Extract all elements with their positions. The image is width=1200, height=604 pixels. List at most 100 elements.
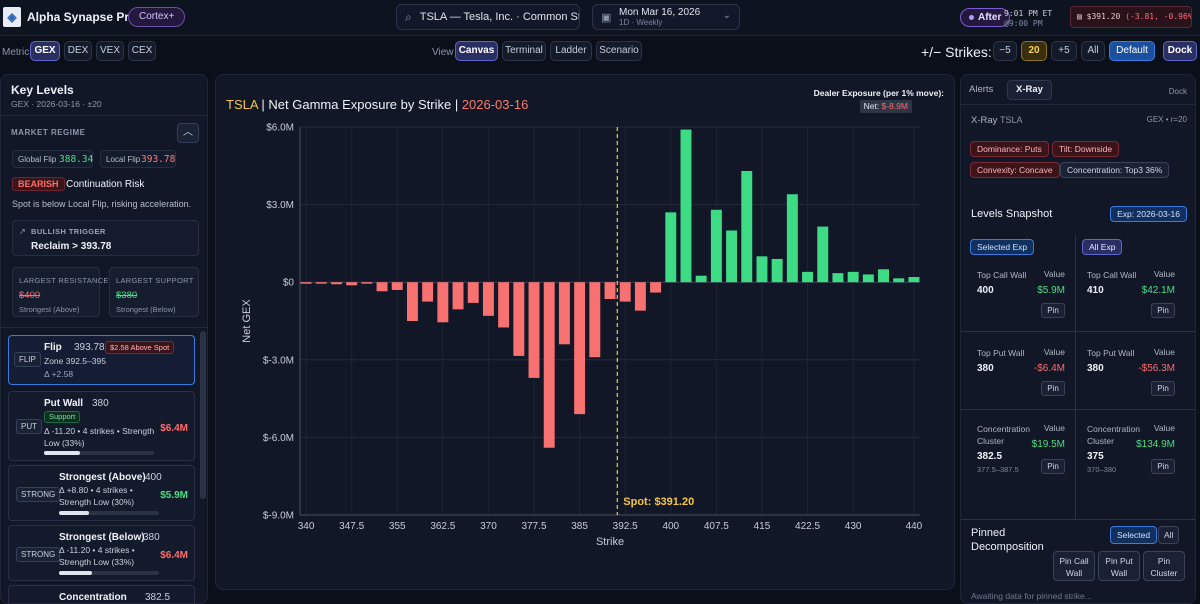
snapshot-title: Levels Snapshot bbox=[971, 208, 1053, 220]
level-value: 380 bbox=[92, 398, 109, 409]
xray-ticker: TSLA bbox=[1000, 115, 1023, 125]
date-value: Mon Mar 16, 2026 bbox=[619, 7, 701, 18]
spot-label: Spot: $391.20 bbox=[623, 496, 694, 508]
pinned-selected-button[interactable]: Selected bbox=[1110, 526, 1158, 544]
cell-level: 380 bbox=[977, 363, 994, 374]
strike-count[interactable]: 20 bbox=[1021, 41, 1047, 61]
pin-call-wall-button[interactable]: Pin Call Wall bbox=[1053, 551, 1095, 581]
scrollbar[interactable] bbox=[200, 331, 206, 499]
view-ladder[interactable]: Ladder bbox=[550, 41, 592, 61]
level-card-strongest-above[interactable]: STRONG Strongest (Above) 400 Δ +8.80 • 4… bbox=[8, 465, 195, 521]
app-logo-icon[interactable]: ◈ bbox=[3, 7, 21, 27]
pin-button[interactable]: Pin bbox=[1151, 381, 1175, 396]
level-card-concentration[interactable]: Concentration 382.5 bbox=[8, 585, 195, 603]
gex-bar bbox=[650, 282, 662, 293]
level-title: Flip bbox=[44, 342, 62, 353]
gex-bar bbox=[710, 209, 722, 283]
tab-alerts[interactable]: Alerts bbox=[969, 84, 994, 95]
metric-dex[interactable]: DEX bbox=[64, 41, 92, 61]
pin-button[interactable]: Pin bbox=[1041, 303, 1065, 318]
x-tick-label: 362.5 bbox=[430, 521, 455, 532]
chart-title: TSLA | Net Gamma Exposure by Strike | 20… bbox=[226, 97, 528, 112]
pinned-all-button[interactable]: All bbox=[1158, 526, 1180, 544]
key-levels-panel: Key Levels GEX · 2026-03-16 · ±20 MARKET… bbox=[0, 74, 208, 604]
pin-cluster-button[interactable]: Pin Cluster bbox=[1143, 551, 1185, 581]
level-card-flip[interactable]: FLIP Flip 393.78 $2.58 Above Spot Zone 3… bbox=[8, 335, 195, 385]
strength-bar-fill bbox=[59, 511, 89, 515]
gex-bar bbox=[802, 271, 814, 283]
trigger-icon: ↗ bbox=[19, 227, 26, 236]
y-tick-label: $-3.0M bbox=[263, 355, 294, 366]
largest-resistance-card: LARGEST RESISTANCE $400 Strongest (Above… bbox=[12, 267, 108, 317]
gex-bar bbox=[467, 282, 479, 303]
pin-button[interactable]: Pin bbox=[1151, 303, 1175, 318]
gex-bar bbox=[574, 282, 586, 415]
pin-button[interactable]: Pin bbox=[1041, 459, 1065, 474]
chart-grid bbox=[300, 126, 920, 516]
y-axis-label: Net GEX bbox=[241, 299, 253, 343]
gex-bar bbox=[726, 230, 738, 283]
date-selector[interactable]: ▣ Mon Mar 16, 2026 1D · Weekly ⌄ bbox=[592, 4, 740, 30]
gex-bar-chart[interactable]: $6.0M $3.0M $0 $-3.0M $-6.0M $-9.0M 340 347.5 35… bbox=[216, 75, 956, 591]
metric-vex[interactable]: VEX bbox=[96, 41, 124, 61]
metric-cex[interactable]: CEX bbox=[128, 41, 156, 61]
level-gex-value: $6.4M bbox=[160, 550, 188, 561]
pin-button[interactable]: Pin bbox=[1151, 459, 1175, 474]
price-ticker[interactable]: ▤ $391.20 (-3.81, -0.96%) bbox=[1070, 6, 1192, 28]
selected-exp-button[interactable]: Selected Exp bbox=[970, 239, 1035, 255]
strike-all-button[interactable]: All bbox=[1081, 41, 1105, 61]
dock-button[interactable]: Dock bbox=[1163, 41, 1197, 61]
strong-badge: STRONG bbox=[16, 487, 61, 502]
level-line1: Δ -11.20 • 4 strikes • bbox=[59, 545, 135, 555]
view-scenario[interactable]: Scenario bbox=[596, 41, 642, 61]
chart-title-text: Net Gamma Exposure by Strike bbox=[268, 97, 452, 112]
calendar-icon: ▣ bbox=[601, 12, 612, 24]
divider bbox=[961, 519, 1195, 520]
pin-button[interactable]: Pin bbox=[1041, 381, 1065, 396]
view-terminal[interactable]: Terminal bbox=[502, 41, 546, 61]
gex-bar bbox=[604, 282, 616, 300]
snapshot-cell: Top Put Wall Value 380 -$56.3M Pin bbox=[1081, 341, 1181, 411]
gex-bar bbox=[908, 277, 920, 283]
gex-bar bbox=[893, 278, 905, 283]
pin-put-wall-button[interactable]: Pin Put Wall bbox=[1098, 551, 1140, 581]
snapshot-cell: Top Call Wall Value 400 $5.9M Pin bbox=[971, 263, 1071, 333]
strike-minus-button[interactable]: −5 bbox=[993, 41, 1017, 61]
gex-bar bbox=[331, 282, 342, 285]
view-canvas[interactable]: Canvas bbox=[455, 41, 498, 61]
cell-value: $19.5M bbox=[1031, 439, 1065, 450]
regime-label: MARKET REGIME bbox=[11, 128, 86, 137]
tab-xray[interactable]: X-Ray bbox=[1007, 80, 1052, 100]
x-tick-label: 370 bbox=[480, 521, 497, 532]
chip-dominance: Dominance: Puts bbox=[970, 141, 1049, 157]
x-tick-label: 392.5 bbox=[613, 521, 638, 532]
strike-plus-button[interactable]: +5 bbox=[1051, 41, 1077, 61]
gex-bar bbox=[498, 282, 510, 328]
global-flip-label: Global Flip bbox=[18, 155, 57, 164]
panel-dock-link[interactable]: Dock bbox=[1168, 87, 1187, 96]
cortex-badge[interactable]: Cortex+ bbox=[128, 7, 186, 27]
collapse-button[interactable]: ︿ bbox=[177, 123, 199, 143]
snapshot-exp[interactable]: Exp: 2026-03-16 bbox=[1110, 206, 1187, 222]
key-levels-subtitle: GEX · 2026-03-16 · ±20 bbox=[11, 99, 102, 109]
strikes-label: +/− Strikes: bbox=[921, 44, 992, 60]
gex-bar bbox=[847, 271, 859, 283]
gex-bar bbox=[346, 282, 358, 286]
view-label: View bbox=[432, 47, 454, 58]
chart-bars bbox=[300, 129, 920, 448]
all-exp-button[interactable]: All Exp bbox=[1082, 239, 1123, 255]
metric-gex[interactable]: GEX bbox=[30, 41, 60, 61]
level-gex-value: $6.4M bbox=[160, 423, 188, 434]
snapshot-cell: Top Call Wall Value 410 $42.1M Pin bbox=[1081, 263, 1181, 333]
divider bbox=[1, 115, 207, 116]
ticker-search[interactable]: ⌕ TSLA — Tesla, Inc. · Common Sto bbox=[396, 4, 580, 30]
xray-panel: Alerts X-Ray Dock X-Ray TSLA GEX • r=20 … bbox=[960, 74, 1196, 604]
default-button[interactable]: Default bbox=[1109, 41, 1155, 61]
net-label: Net: bbox=[863, 101, 880, 111]
level-card-strongest-below[interactable]: STRONG Strongest (Below) 380 Δ -11.20 • … bbox=[8, 525, 195, 581]
session-badge[interactable]: After bbox=[960, 8, 1011, 27]
session-label: After bbox=[978, 12, 1002, 23]
bias-text: Continuation Risk bbox=[66, 179, 145, 190]
gex-bar bbox=[528, 282, 540, 378]
level-card-put-wall[interactable]: PUT Put Wall 380 Support Δ -11.20 • 4 st… bbox=[8, 391, 195, 461]
